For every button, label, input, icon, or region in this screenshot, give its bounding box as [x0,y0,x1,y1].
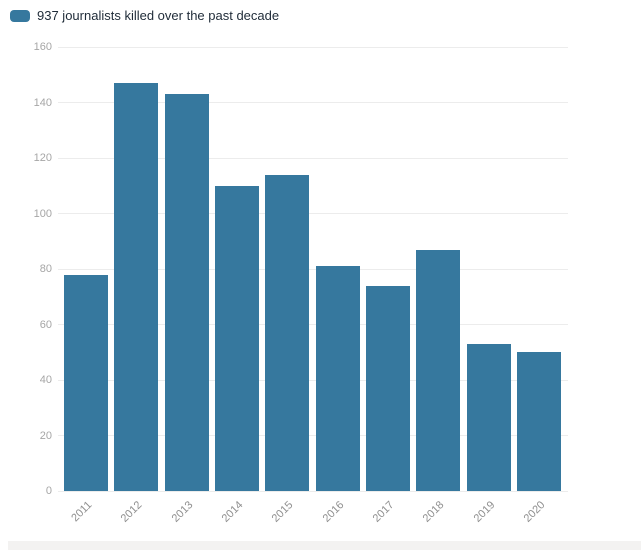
legend-swatch [10,10,30,22]
y-axis-tick-label: 40 [39,374,52,386]
bar-2020 [516,352,561,491]
x-axis-tick-label: 2013 [169,499,196,525]
x-axis-tick-label: 2020 [521,499,548,525]
bar-2015 [265,174,310,491]
bar-2018 [416,249,461,491]
y-axis-tick-label: 100 [33,207,52,220]
gridline-y-80 [58,268,568,270]
bar-2011 [64,274,108,491]
gridline-y-0 [58,490,568,492]
bar-2017 [365,285,410,491]
legend-label: 937 journalists killed over the past dec… [37,8,280,23]
x-axis-tick-label: 2014 [219,499,246,525]
bar-2019 [466,343,511,491]
y-axis-tick-label: 80 [39,263,52,275]
plot-area: 0 20 40 60 80 100 120 140 160 2011 2012 2013 2014 201… [34,41,568,525]
bar-2016 [315,266,360,491]
gridline-y-60 [58,324,568,325]
y-axis-tick-label: 0 [45,485,52,497]
x-axis-tick-label: 2016 [320,499,347,525]
bar-2014 [214,185,259,491]
x-axis-tick-label: 2015 [269,499,296,525]
footer-strip [8,541,641,550]
gridline-y-20 [58,435,568,436]
y-axis-tick-label: 20 [39,429,52,442]
y-axis-tick-label: 120 [33,152,52,164]
x-axis-tick-label: 2011 [69,499,95,525]
gridline-y-120 [58,157,568,159]
x-axis-tick-label: 2019 [471,499,498,525]
gridline-y-160 [58,46,568,48]
y-axis-tick-label: 160 [33,41,52,53]
x-axis-tick-label: 2017 [370,499,397,525]
x-axis-tick-label: 2012 [119,499,145,525]
bar-2012 [114,83,159,491]
y-axis-tick-label: 60 [39,318,52,331]
gridline-y-140 [58,102,568,103]
legend: 937 journalists killed over the past dec… [10,8,279,24]
gridline-y-40 [58,379,568,381]
y-axis-tick-label: 140 [33,96,52,109]
gridline-y-100 [58,213,568,214]
bar-2013 [164,94,209,491]
x-axis-tick-label: 2018 [420,499,447,525]
